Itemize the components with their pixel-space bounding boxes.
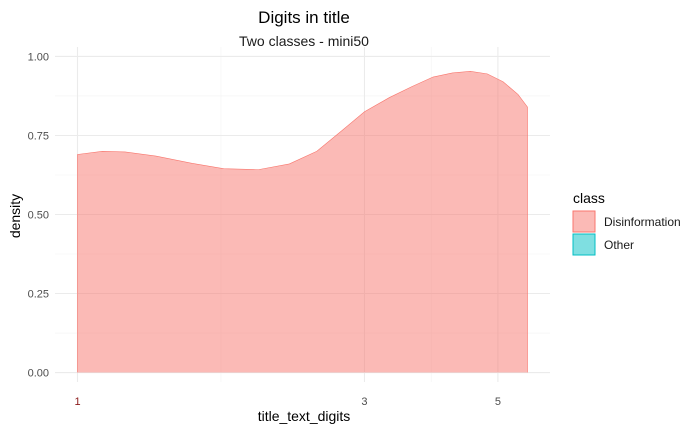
x-tick-label: 5 [495, 396, 501, 408]
legend-label-disinformation: Disinformation [604, 215, 681, 229]
legend-title: class [573, 190, 605, 206]
y-tick-label: 0.50 [28, 210, 49, 222]
y-axis-ticks: 0.00 0.25 0.50 0.75 1.00 [28, 51, 49, 379]
x-axis-ticks: 1 3 5 [74, 396, 501, 408]
y-tick-label: 0.00 [28, 368, 49, 380]
x-axis-title: title_text_digits [258, 408, 351, 424]
legend: class Disinformation Other [573, 190, 681, 255]
x-tick-label: 3 [361, 396, 367, 408]
chart-title: Digits in title [258, 8, 350, 27]
y-tick-label: 0.75 [28, 130, 49, 142]
legend-swatch-disinformation [573, 211, 595, 232]
legend-swatch-other [573, 234, 595, 255]
chart-subtitle: Two classes - mini50 [239, 33, 369, 49]
legend-label-other: Other [604, 238, 634, 252]
y-axis-title: density [7, 194, 23, 238]
plot-area [55, 47, 550, 382]
y-tick-label: 0.25 [28, 289, 49, 301]
density-area-disinformation [78, 71, 528, 372]
y-tick-label: 1.00 [28, 51, 49, 63]
x-tick-label: 1 [74, 396, 80, 408]
